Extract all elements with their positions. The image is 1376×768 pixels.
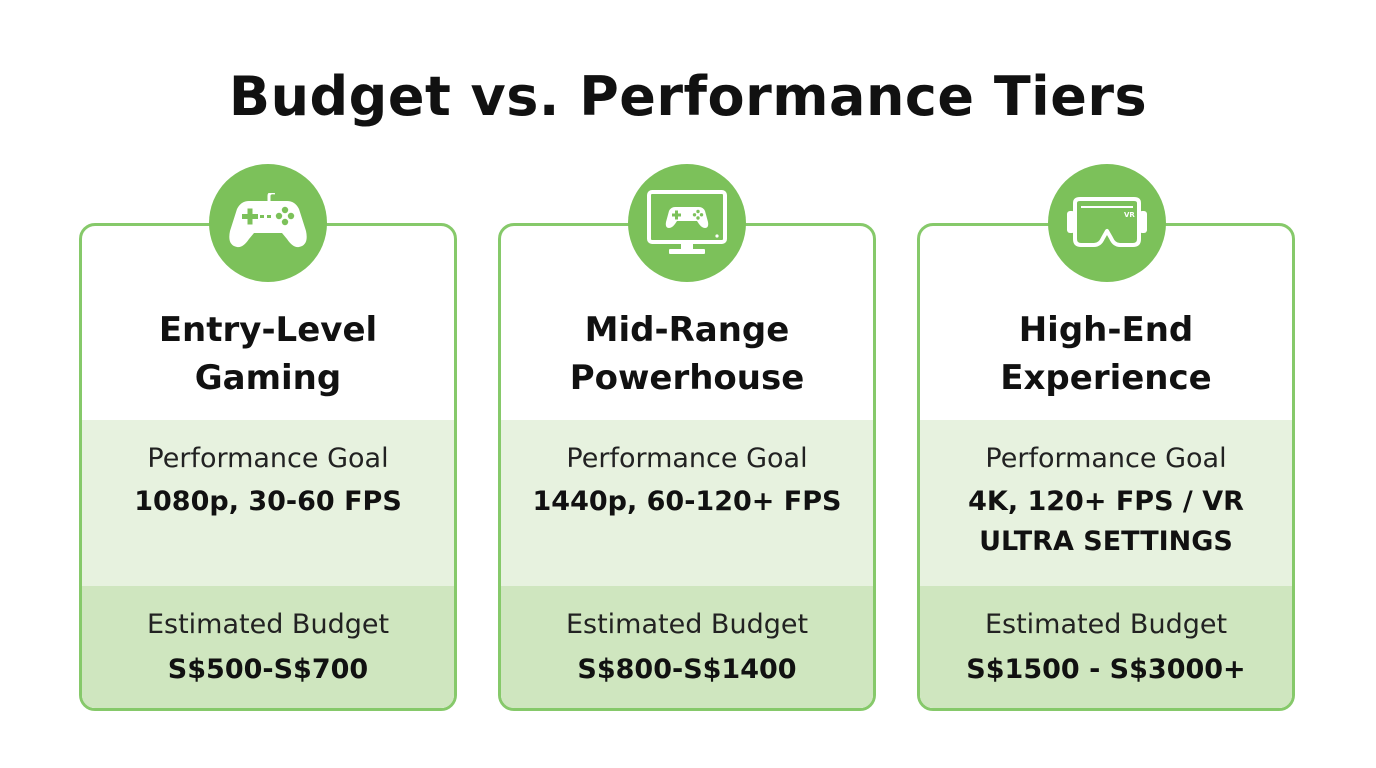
estimated-budget-value: S$1500 - S$3000+ xyxy=(966,654,1246,685)
estimated-budget-label: Estimated Budget xyxy=(984,609,1228,640)
performance-goal-section: Performance Goal 1440p, 60-120+ FPS xyxy=(501,420,873,586)
performance-goal-line: 1080p, 30-60 FPS xyxy=(134,486,402,517)
monitor-gamepad-icon xyxy=(628,164,746,282)
performance-goal-line: 4K, 120+ FPS / VR xyxy=(968,486,1244,517)
estimated-budget-section: Estimated Budget S$800-S$1400 xyxy=(501,586,873,708)
tier-card-entry-level: Entry-Level Gaming Performance Goal 1080… xyxy=(79,223,457,711)
performance-goal-label: Performance Goal xyxy=(147,443,389,474)
performance-goal-section: Performance Goal 4K, 120+ FPS / VR ULTRA… xyxy=(920,420,1292,586)
tier-title-line: Gaming xyxy=(194,358,342,398)
tier-card-mid-range: Mid-Range Powerhouse Performance Goal 14… xyxy=(498,223,876,711)
estimated-budget-section: Estimated Budget S$1500 - S$3000+ xyxy=(920,586,1292,708)
tier-title: Mid-Range Powerhouse xyxy=(501,306,873,402)
tier-title-line: High-End xyxy=(1018,310,1194,350)
tier-title-line: Powerhouse xyxy=(569,358,805,398)
tier-title-line: Entry-Level xyxy=(158,310,378,350)
tier-title-line: Experience xyxy=(1000,358,1212,398)
estimated-budget-value: S$500-S$700 xyxy=(167,654,369,685)
tier-title: High-End Experience xyxy=(920,306,1292,402)
performance-goal-section: Performance Goal 1080p, 30-60 FPS xyxy=(82,420,454,586)
page-title: Budget vs. Performance Tiers xyxy=(228,65,1148,128)
tier-title: Entry-Level Gaming xyxy=(82,306,454,402)
estimated-budget-value: S$800-S$1400 xyxy=(577,654,797,685)
performance-goal-label: Performance Goal xyxy=(985,443,1227,474)
performance-goal-value: 1080p, 30-60 FPS xyxy=(82,482,454,522)
performance-goal-line: ULTRA SETTINGS xyxy=(979,526,1233,557)
performance-goal-value: 4K, 120+ FPS / VR ULTRA SETTINGS xyxy=(920,482,1292,562)
performance-goal-label: Performance Goal xyxy=(566,443,808,474)
vr-headset-icon: VR xyxy=(1048,164,1166,282)
estimated-budget-label: Estimated Budget xyxy=(565,609,809,640)
vr-label: VR xyxy=(1124,211,1135,219)
tier-card-high-end: High-End Experience Performance Goal 4K,… xyxy=(917,223,1295,711)
performance-goal-line: 1440p, 60-120+ FPS xyxy=(532,486,842,517)
tier-title-line: Mid-Range xyxy=(584,310,790,350)
gamepad-icon xyxy=(209,164,327,282)
estimated-budget-label: Estimated Budget xyxy=(146,609,390,640)
estimated-budget-section: Estimated Budget S$500-S$700 xyxy=(82,586,454,708)
performance-goal-value: 1440p, 60-120+ FPS xyxy=(501,482,873,522)
